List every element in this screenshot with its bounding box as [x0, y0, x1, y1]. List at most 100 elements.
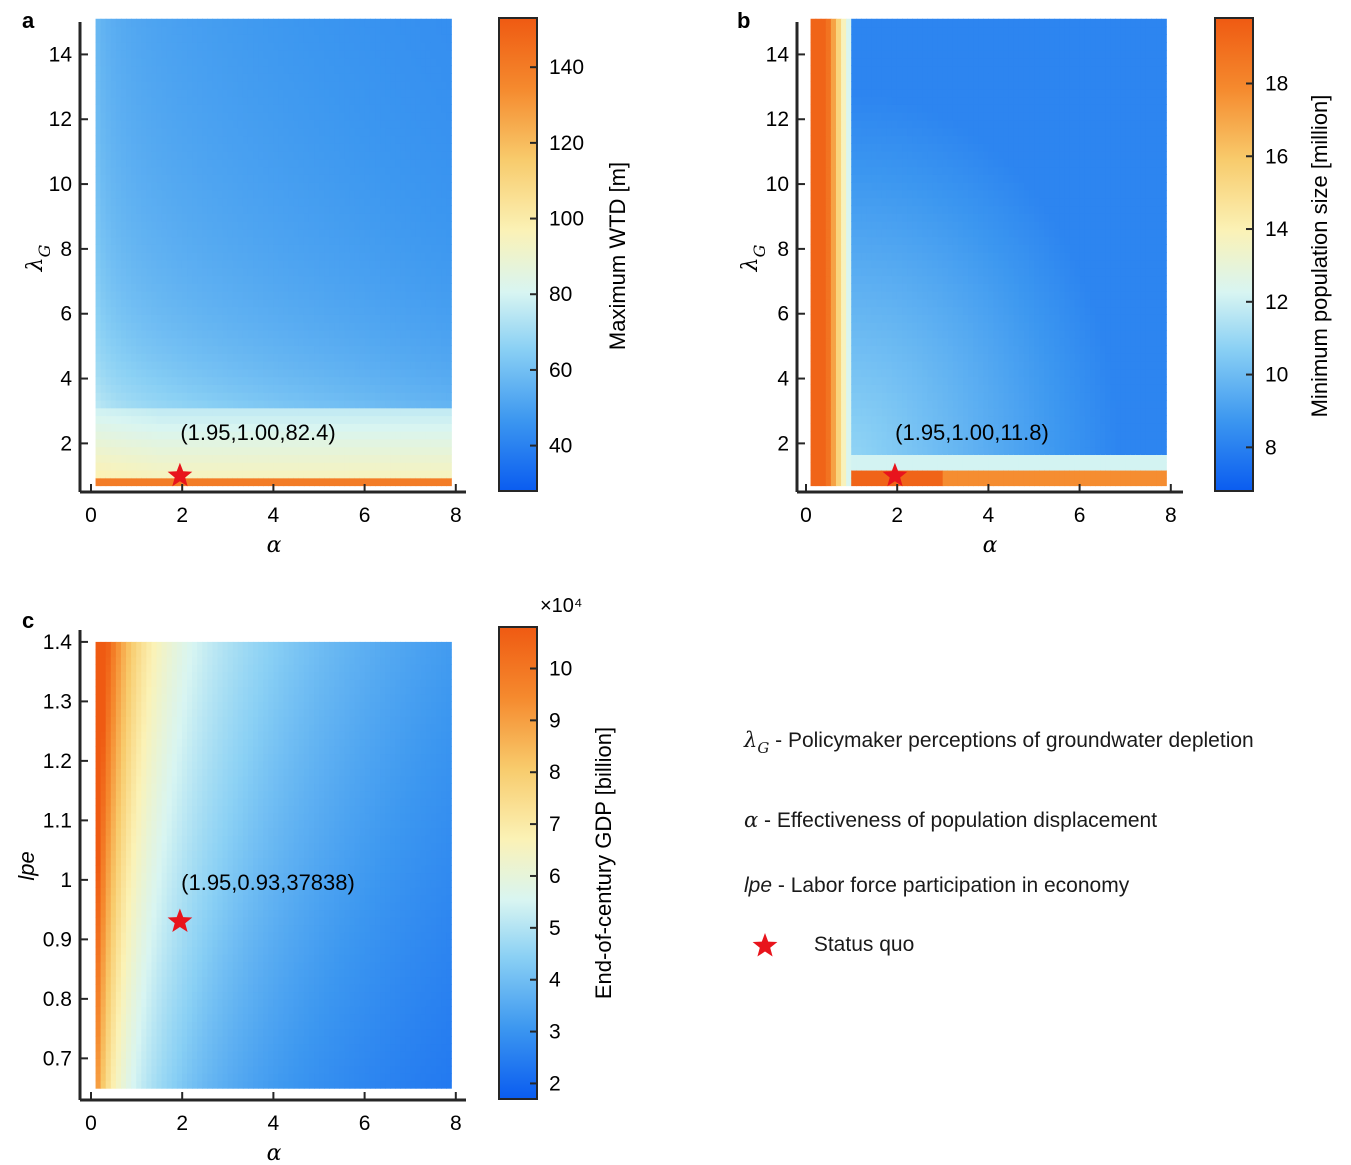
- heatmap-cell: [176, 407, 183, 417]
- heatmap-cell: [126, 376, 132, 385]
- heatmap-cell: [298, 228, 305, 238]
- heatmap-cell: [359, 275, 366, 284]
- heatmap-cell: [227, 252, 234, 261]
- heatmap-cell: [197, 314, 203, 323]
- heatmap-cell: [217, 151, 224, 160]
- heatmap-cell: [364, 104, 371, 113]
- heatmap-cell: [410, 127, 417, 137]
- panel-label-a: a: [22, 8, 35, 33]
- heatmap-cell: [120, 88, 127, 98]
- heatmap-cell: [856, 283, 862, 292]
- heatmap-cell: [324, 221, 330, 230]
- heatmap-cell: [430, 182, 437, 191]
- heatmap-cell: [354, 275, 361, 284]
- heatmap-cell: [176, 112, 183, 121]
- heatmap-cell: [278, 423, 285, 432]
- heatmap-cell: [176, 213, 183, 222]
- heatmap-cell: [263, 42, 269, 51]
- heatmap-cell: [395, 462, 402, 471]
- heatmap-cell: [115, 96, 122, 105]
- heatmap-cell: [283, 174, 290, 183]
- heatmap-cell: [197, 236, 203, 245]
- heatmap-cell: [390, 353, 396, 362]
- heatmap-cell: [314, 469, 320, 479]
- heatmap-cell: [217, 267, 224, 277]
- heatmap-cell: [120, 454, 127, 463]
- heatmap-cell: [105, 26, 112, 35]
- heatmap-cell: [441, 143, 447, 152]
- heatmap-cell: [253, 143, 259, 152]
- heatmap-cell: [369, 26, 376, 35]
- heatmap-cell: [181, 415, 188, 424]
- heatmap-cell: [95, 205, 102, 214]
- heatmap-cell: [830, 314, 837, 323]
- heatmap-cell: [385, 446, 391, 455]
- heatmap-cell: [253, 329, 259, 339]
- heatmap-cell: [222, 431, 229, 440]
- heatmap-cell: [187, 275, 193, 284]
- heatmap-cell: [319, 127, 325, 137]
- heatmap-cell: [820, 174, 827, 183]
- heatmap-cell: [364, 415, 371, 424]
- heatmap-cell: [369, 197, 376, 207]
- heatmap-cell: [197, 244, 203, 253]
- heatmap-cell: [227, 322, 234, 331]
- heatmap-cell: [425, 392, 432, 401]
- heatmap-cell: [856, 244, 862, 253]
- heatmap-cell: [319, 34, 325, 43]
- heatmap-cell: [364, 462, 371, 471]
- heatmap-cell: [192, 275, 198, 284]
- heatmap-cell: [171, 104, 178, 113]
- heatmap-cell: [410, 259, 417, 269]
- heatmap-cell: [825, 399, 832, 409]
- heatmap-cell: [136, 119, 142, 129]
- heatmap-cell: [385, 182, 391, 191]
- heatmap-cell: [242, 189, 249, 199]
- heatmap-cell: [258, 197, 264, 207]
- heatmap-cell: [415, 18, 422, 28]
- heatmap-cell: [319, 345, 325, 354]
- heatmap-cell: [441, 119, 447, 129]
- heatmap-cell: [420, 26, 427, 35]
- heatmap-cell: [400, 65, 407, 74]
- heatmap-cell: [349, 174, 356, 183]
- heatmap-cell: [288, 73, 295, 82]
- heatmap-cell: [380, 446, 386, 455]
- heatmap-cell: [349, 112, 356, 121]
- heatmap-cell: [405, 42, 412, 51]
- heatmap-cell: [380, 244, 386, 253]
- heatmap-cell: [278, 438, 285, 448]
- heatmap-cell: [420, 228, 427, 238]
- heatmap-cell: [441, 236, 447, 245]
- heatmap-cell: [380, 205, 386, 214]
- heatmap-cell: [339, 462, 346, 471]
- heatmap-cell: [441, 462, 447, 471]
- heatmap-cell: [446, 34, 452, 43]
- heatmap-cell: [420, 42, 427, 51]
- heatmap-cell: [217, 361, 224, 370]
- heatmap-cell: [227, 244, 234, 253]
- heatmap-cell: [324, 73, 330, 82]
- heatmap-cell: [810, 291, 817, 300]
- heatmap-cell: [100, 236, 107, 245]
- heatmap-cell: [227, 34, 234, 43]
- heatmap-cell: [151, 329, 158, 339]
- heatmap-cell: [258, 462, 264, 471]
- heatmap-cell: [314, 228, 320, 238]
- heatmap-cell: [131, 259, 137, 269]
- heatmap-cell: [324, 88, 330, 98]
- heatmap-cell: [359, 166, 366, 175]
- heatmap-cell: [136, 275, 142, 284]
- heatmap-cell: [131, 477, 137, 487]
- heatmap-cell: [375, 158, 381, 168]
- heatmap-cell: [354, 57, 361, 67]
- heatmap-cell: [385, 462, 391, 471]
- heatmap-cell: [425, 267, 432, 277]
- heatmap-cell: [268, 42, 274, 51]
- heatmap-cell: [192, 166, 198, 175]
- heatmap-cell: [344, 244, 351, 253]
- heatmap-cell: [364, 127, 371, 137]
- heatmap-cell: [232, 34, 239, 43]
- heatmap-cell: [866, 112, 873, 121]
- heatmap-cell: [110, 182, 117, 191]
